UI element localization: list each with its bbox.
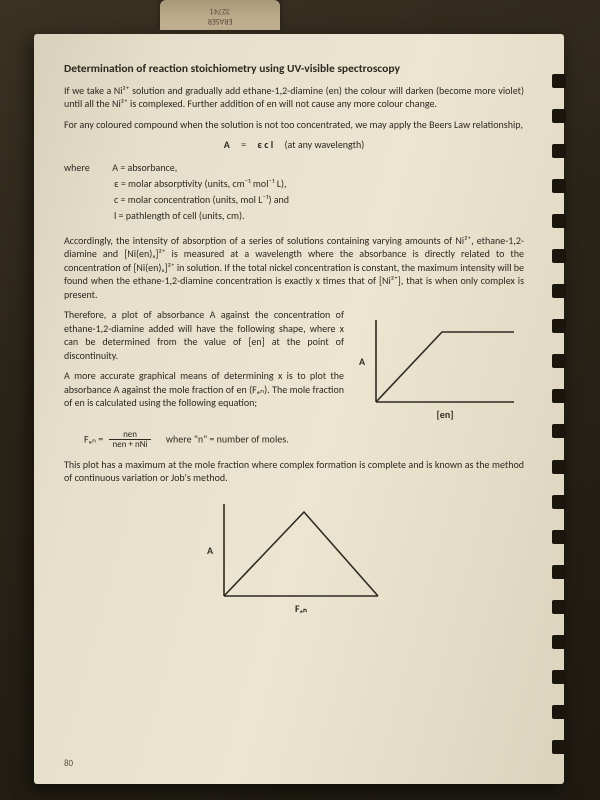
eq-rhs: ε c l xyxy=(257,138,273,151)
eraser-prop: ERASER 32741 xyxy=(160,0,280,30)
paragraph-jobs-method: This plot has a maximum at the mole frac… xyxy=(64,458,524,485)
eq-note: (at any wavelength) xyxy=(284,138,364,151)
eraser-text-1: ERASER xyxy=(160,16,280,26)
svg-text:A: A xyxy=(207,544,214,557)
chart-2-svg: A Fₑₙ xyxy=(194,492,394,622)
eq-equals: = xyxy=(241,138,246,151)
paragraph-intro-2: For any coloured compound when the solut… xyxy=(64,118,524,132)
plot-absorbance-vs-en: A [en] xyxy=(354,310,524,420)
def-absorbance: A = absorbance, xyxy=(112,161,177,174)
page-number: 80 xyxy=(64,758,73,770)
paragraph-theory: Accordingly, the intensity of absorption… xyxy=(64,234,524,302)
desk-background: ERASER 32741 Determination of reaction s… xyxy=(0,0,600,800)
binder-holes xyxy=(552,74,566,754)
svg-text:Fₑₙ: Fₑₙ xyxy=(295,602,307,615)
beers-law-equation: A = ε c l (at any wavelength) xyxy=(64,138,524,152)
svg-text:[en]: [en] xyxy=(437,408,454,420)
fraction-lhs: Fₑₙ = xyxy=(84,432,103,445)
page-title: Determination of reaction stoichiometry … xyxy=(64,62,524,78)
chart-1-svg: A [en] xyxy=(354,310,524,420)
text-with-first-plot: A[en] Therefore, a plot of absorbance A … xyxy=(64,308,524,424)
plot-absorbance-vs-fen: A Fₑₙ xyxy=(194,492,394,626)
def-concentration: c = molar concentration (units, mol L⁻¹)… xyxy=(114,193,289,206)
fraction-where: where "n" = number of moles. xyxy=(166,432,289,445)
where-label: where xyxy=(64,160,110,176)
mole-fraction-equation: Fₑₙ = nen nen + nNi where "n" = number o… xyxy=(84,430,524,450)
fraction: nen nen + nNi xyxy=(109,430,150,450)
def-pathlength: l = pathlength of cell (units, cm). xyxy=(114,209,245,222)
paragraph-intro-1: If we take a Ni²⁺ solution and gradually… xyxy=(64,84,524,111)
variable-definitions: where A = absorbance, ε = molar absorpti… xyxy=(114,160,524,224)
eq-lhs: A xyxy=(224,138,230,151)
document-page: Determination of reaction stoichiometry … xyxy=(34,34,564,784)
eraser-text-2: 32741 xyxy=(160,6,280,16)
svg-text:A: A xyxy=(359,355,366,368)
fraction-denominator: nen + nNi xyxy=(109,440,150,449)
def-epsilon: ε = molar absorptivity (units, cm⁻¹ mol⁻… xyxy=(114,177,287,190)
